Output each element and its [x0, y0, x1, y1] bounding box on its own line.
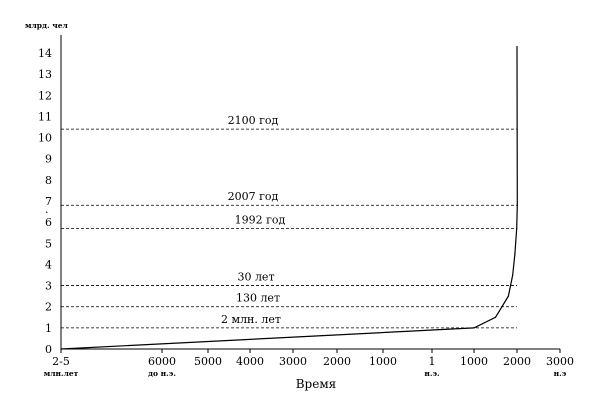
x-tick-label: 2-5	[52, 355, 70, 368]
x-tick-label: 1	[429, 355, 436, 368]
population-point	[60, 348, 62, 350]
x-tick-sublabel: н.э.	[424, 369, 439, 378]
y-tick-label: 14	[38, 47, 52, 60]
x-tick-label: 3000	[546, 355, 574, 368]
x-tick-label: 4000	[236, 355, 264, 368]
x-tick-label: 2000	[323, 355, 351, 368]
y-tick-label: 11	[38, 110, 52, 123]
y-tick-label: 9	[45, 153, 52, 166]
y-tick-label: 1	[45, 322, 52, 335]
x-axis-title: Время	[296, 377, 337, 391]
y-tick-label: 0	[45, 343, 52, 356]
y-tick-label: 13	[38, 68, 52, 81]
y-tick-label: 10	[38, 132, 52, 145]
annotation-label: 30 лет	[237, 271, 274, 284]
x-tick-label: 5000	[194, 355, 222, 368]
y-tick-label: 7	[45, 195, 52, 208]
annotation-label: 2100 год	[228, 114, 279, 127]
y-tick-label: 3	[45, 280, 52, 293]
y-tick-label: 4	[45, 258, 52, 271]
y-tick-label: 12	[38, 89, 52, 102]
population-point	[494, 316, 497, 318]
y-axis-title: млрд. чел	[25, 21, 69, 30]
x-tick-label: 2000	[503, 355, 531, 368]
annotation-label: 130 лет	[236, 292, 280, 305]
y-tick-label: 8	[45, 174, 52, 187]
population-point	[514, 253, 516, 255]
population-series-line	[60, 46, 518, 350]
population-point	[516, 227, 518, 230]
annotation-label: 2007 год	[228, 190, 279, 203]
x-tick-label: 1000	[369, 355, 397, 368]
y-tick-label: 5	[45, 237, 52, 250]
x-tick-sublabel: н.э	[554, 369, 567, 378]
population-point	[473, 327, 475, 329]
dot-mark: .	[45, 203, 49, 216]
population-point	[512, 274, 514, 276]
y-tick-label: 6	[45, 216, 52, 229]
annotation-label: 1992 год	[235, 213, 286, 226]
annotation-label: 2 млн. лет	[221, 313, 281, 326]
population-point	[516, 204, 518, 206]
y-tick-label: 2	[45, 301, 52, 314]
x-tick-label: 1000	[460, 355, 488, 368]
x-tick-label: 6000	[148, 355, 176, 368]
population-point	[507, 295, 509, 297]
x-tick-sublabel: млн.лет	[44, 369, 79, 378]
population-point	[516, 46, 518, 48]
x-tick-label: 3000	[279, 355, 307, 368]
x-tick-sublabel: до н.э.	[148, 369, 176, 378]
